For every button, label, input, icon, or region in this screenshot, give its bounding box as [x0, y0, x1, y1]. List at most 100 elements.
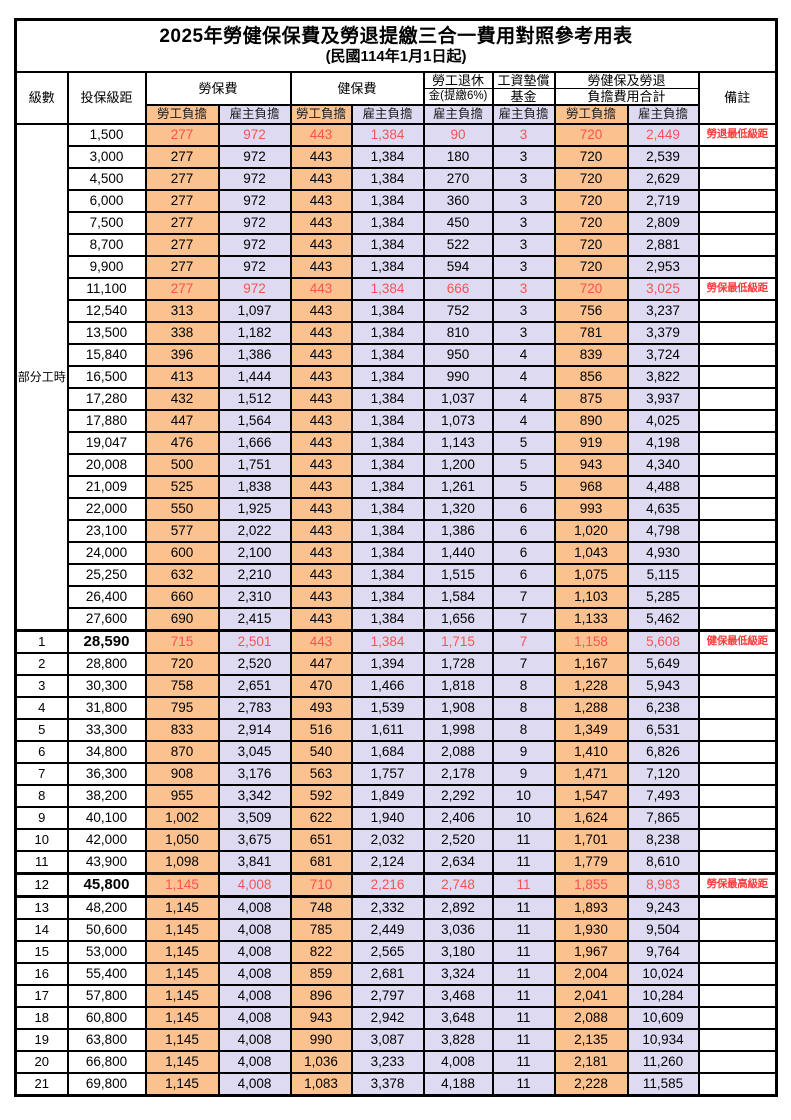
total-employer-cell: 3,025 — [626, 277, 700, 301]
bracket-cell: 50,600 — [66, 918, 147, 942]
health-employer-cell: 1,466 — [350, 674, 425, 698]
bracket-cell: 43,900 — [66, 850, 147, 875]
wage-fund-employer-cell: 10 — [491, 784, 556, 808]
total-employer-cell: 2,629 — [626, 167, 700, 191]
labor-employer-cell: 1,512 — [217, 387, 292, 411]
total-employer-cell: 7,493 — [626, 784, 700, 808]
total-employee-cell: 720 — [553, 277, 629, 301]
labor-employer-cell: 4,008 — [217, 940, 292, 964]
remark-cell — [697, 365, 778, 389]
level-cell: 5 — [14, 718, 69, 742]
wage-fund-employer-cell: 3 — [491, 255, 556, 279]
header-health-insurance: 健保費 — [289, 71, 425, 106]
remark-cell — [697, 1050, 778, 1074]
pension-employer-cell: 990 — [422, 365, 494, 389]
remark-cell — [697, 962, 778, 986]
health-employer-cell: 1,384 — [350, 277, 425, 301]
wage-fund-employer-cell: 3 — [491, 123, 556, 147]
health-employer-cell: 2,032 — [350, 828, 425, 852]
pension-employer-cell: 1,073 — [422, 409, 494, 433]
total-employer-cell: 2,881 — [626, 233, 700, 257]
pension-employer-cell: 3,828 — [422, 1028, 494, 1052]
pension-employer-cell: 3,468 — [422, 984, 494, 1008]
labor-employee-cell: 758 — [144, 674, 220, 698]
total-employer-cell: 5,115 — [626, 563, 700, 587]
labor-employer-cell: 1,564 — [217, 409, 292, 433]
wage-fund-employer-cell: 11 — [491, 1028, 556, 1052]
wage-fund-employer-cell: 4 — [491, 343, 556, 367]
header-total-line2: 負擔費用合計 — [553, 88, 700, 106]
wage-fund-employer-cell: 4 — [491, 387, 556, 411]
labor-employee-cell: 720 — [144, 652, 220, 676]
health-employee-cell: 447 — [289, 652, 353, 676]
level-cell: 18 — [14, 1006, 69, 1030]
remark-cell — [697, 740, 778, 764]
header-remark: 備註 — [697, 71, 778, 125]
pension-employer-cell: 2,748 — [422, 872, 494, 898]
labor-employee-cell: 550 — [144, 497, 220, 521]
total-employer-cell: 9,764 — [626, 940, 700, 964]
total-employee-cell: 720 — [553, 123, 629, 147]
remark-cell — [697, 895, 778, 920]
table-title: 2025年勞健保保費及勞退提繳三合一費用對照參考用表 — [159, 26, 633, 48]
pension-employer-cell: 1,998 — [422, 718, 494, 742]
remark-cell — [697, 145, 778, 169]
labor-employer-cell: 972 — [217, 211, 292, 235]
health-employer-cell: 2,942 — [350, 1006, 425, 1030]
health-employee-cell: 443 — [289, 563, 353, 587]
wage-fund-employer-cell: 10 — [491, 806, 556, 830]
bracket-cell: 4,500 — [66, 167, 147, 191]
labor-employee-cell: 1,098 — [144, 850, 220, 875]
health-employer-cell: 1,384 — [350, 233, 425, 257]
labor-employee-cell: 277 — [144, 211, 220, 235]
pension-employer-cell: 594 — [422, 255, 494, 279]
health-employer-cell: 1,384 — [350, 365, 425, 389]
health-employer-cell: 1,384 — [350, 299, 425, 323]
labor-employee-cell: 955 — [144, 784, 220, 808]
labor-employee-cell: 1,145 — [144, 1006, 220, 1030]
total-employer-cell: 7,120 — [626, 762, 700, 786]
wage-fund-employer-cell: 5 — [491, 453, 556, 477]
labor-employer-cell: 1,751 — [217, 453, 292, 477]
pension-employer-cell: 2,634 — [422, 850, 494, 875]
level-cell: 4 — [14, 696, 69, 720]
wage-fund-employer-cell: 3 — [491, 167, 556, 191]
labor-employee-cell: 447 — [144, 409, 220, 433]
pension-employer-cell: 666 — [422, 277, 494, 301]
health-employer-cell: 1,757 — [350, 762, 425, 786]
remark-cell — [697, 674, 778, 698]
wage-fund-employer-cell: 4 — [491, 409, 556, 433]
pension-employer-cell: 2,406 — [422, 806, 494, 830]
remark-cell — [697, 940, 778, 964]
health-employee-cell: 443 — [289, 475, 353, 499]
bracket-cell: 63,800 — [66, 1028, 147, 1052]
health-employer-cell: 1,384 — [350, 123, 425, 147]
labor-employer-cell: 972 — [217, 145, 292, 169]
total-employee-cell: 2,004 — [553, 962, 629, 986]
labor-employee-cell: 476 — [144, 431, 220, 455]
labor-employee-cell: 277 — [144, 167, 220, 191]
pension-employer-cell: 1,386 — [422, 519, 494, 543]
bracket-cell: 3,000 — [66, 145, 147, 169]
total-employee-cell: 2,041 — [553, 984, 629, 1008]
labor-employee-cell: 277 — [144, 123, 220, 147]
level-cell: 8 — [14, 784, 69, 808]
pension-employer-cell: 1,200 — [422, 453, 494, 477]
bracket-cell: 42,000 — [66, 828, 147, 852]
subheader-total-employee: 勞工負擔 — [553, 104, 629, 125]
level-cell: 17 — [14, 984, 69, 1008]
wage-fund-employer-cell: 5 — [491, 475, 556, 499]
wage-fund-employer-cell: 5 — [491, 431, 556, 455]
wage-fund-employer-cell: 4 — [491, 365, 556, 389]
labor-employer-cell: 972 — [217, 255, 292, 279]
health-employee-cell: 443 — [289, 453, 353, 477]
bracket-cell: 21,009 — [66, 475, 147, 499]
wage-fund-employer-cell: 3 — [491, 277, 556, 301]
health-employee-cell: 443 — [289, 277, 353, 301]
total-employee-cell: 1,547 — [553, 784, 629, 808]
total-employer-cell: 2,719 — [626, 189, 700, 213]
total-employee-cell: 1,228 — [553, 674, 629, 698]
remark-cell — [697, 431, 778, 455]
remark-cell — [697, 541, 778, 565]
wage-fund-employer-cell: 11 — [491, 1050, 556, 1074]
